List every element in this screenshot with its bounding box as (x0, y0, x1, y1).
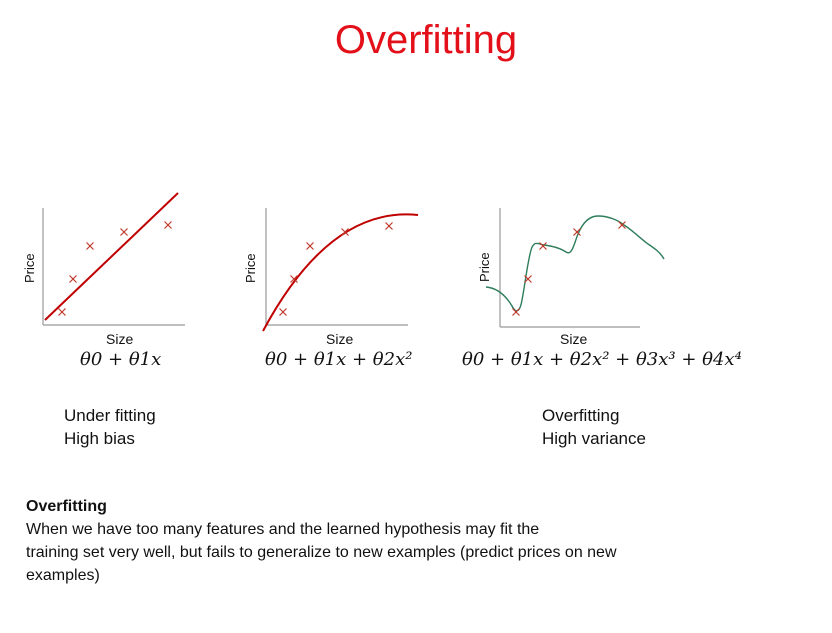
cross-marker-icon (290, 275, 298, 283)
cross-marker-icon (512, 308, 520, 316)
bias-label: High bias (64, 429, 135, 448)
paragraph-heading: Overfitting (26, 498, 107, 515)
overfitting-explanation: Overfitting When we have too many featur… (26, 495, 726, 587)
cross-marker-icon (539, 242, 547, 250)
paragraph-line: When we have too many features and the l… (26, 521, 540, 538)
variance-label: High variance (542, 429, 646, 448)
hypothesis-formula-quadratic: θ0 + θ1x + θ2x² (265, 349, 413, 370)
hypothesis-formula-quartic: θ0 + θ1x + θ2x² + θ3x³ + θ4x⁴ (462, 349, 742, 370)
x-axis-label: Size (106, 331, 134, 347)
fit-label: Overfitting (542, 406, 620, 425)
cross-marker-icon (69, 275, 77, 283)
quadratic-fit-curve (262, 213, 419, 332)
cross-marker-icon (86, 242, 94, 250)
y-axis-label: Price (243, 253, 258, 283)
page-title: Overfitting (334, 18, 518, 62)
cross-marker-icon (279, 308, 287, 316)
paragraph-line: training set very well, but fails to gen… (26, 544, 617, 561)
cross-marker-icon (385, 222, 393, 230)
cross-marker-icon (524, 275, 532, 283)
cross-marker-icon (573, 228, 581, 236)
y-axis-label: Price (477, 252, 492, 282)
overfit-caption: Overfitting High variance (542, 404, 646, 450)
x-axis-label: Size (560, 331, 588, 347)
cross-marker-icon (341, 228, 349, 236)
cross-marker-icon (120, 228, 128, 236)
high-order-fit-curve (485, 215, 665, 312)
data-points (58, 221, 172, 316)
underfit-caption: Under fitting High bias (64, 404, 156, 450)
fit-label: Under fitting (64, 406, 156, 425)
y-axis-label: Price (22, 253, 37, 283)
cross-marker-icon (618, 221, 626, 229)
paragraph-line: examples) (26, 567, 100, 584)
cross-marker-icon (306, 242, 314, 250)
data-points (512, 221, 626, 316)
hypothesis-formula-linear: θ0 + θ1x (80, 349, 162, 370)
cross-marker-icon (58, 308, 66, 316)
data-points (279, 222, 393, 316)
linear-fit-line (44, 192, 179, 321)
x-axis-label: Size (326, 331, 354, 347)
cross-marker-icon (164, 221, 172, 229)
